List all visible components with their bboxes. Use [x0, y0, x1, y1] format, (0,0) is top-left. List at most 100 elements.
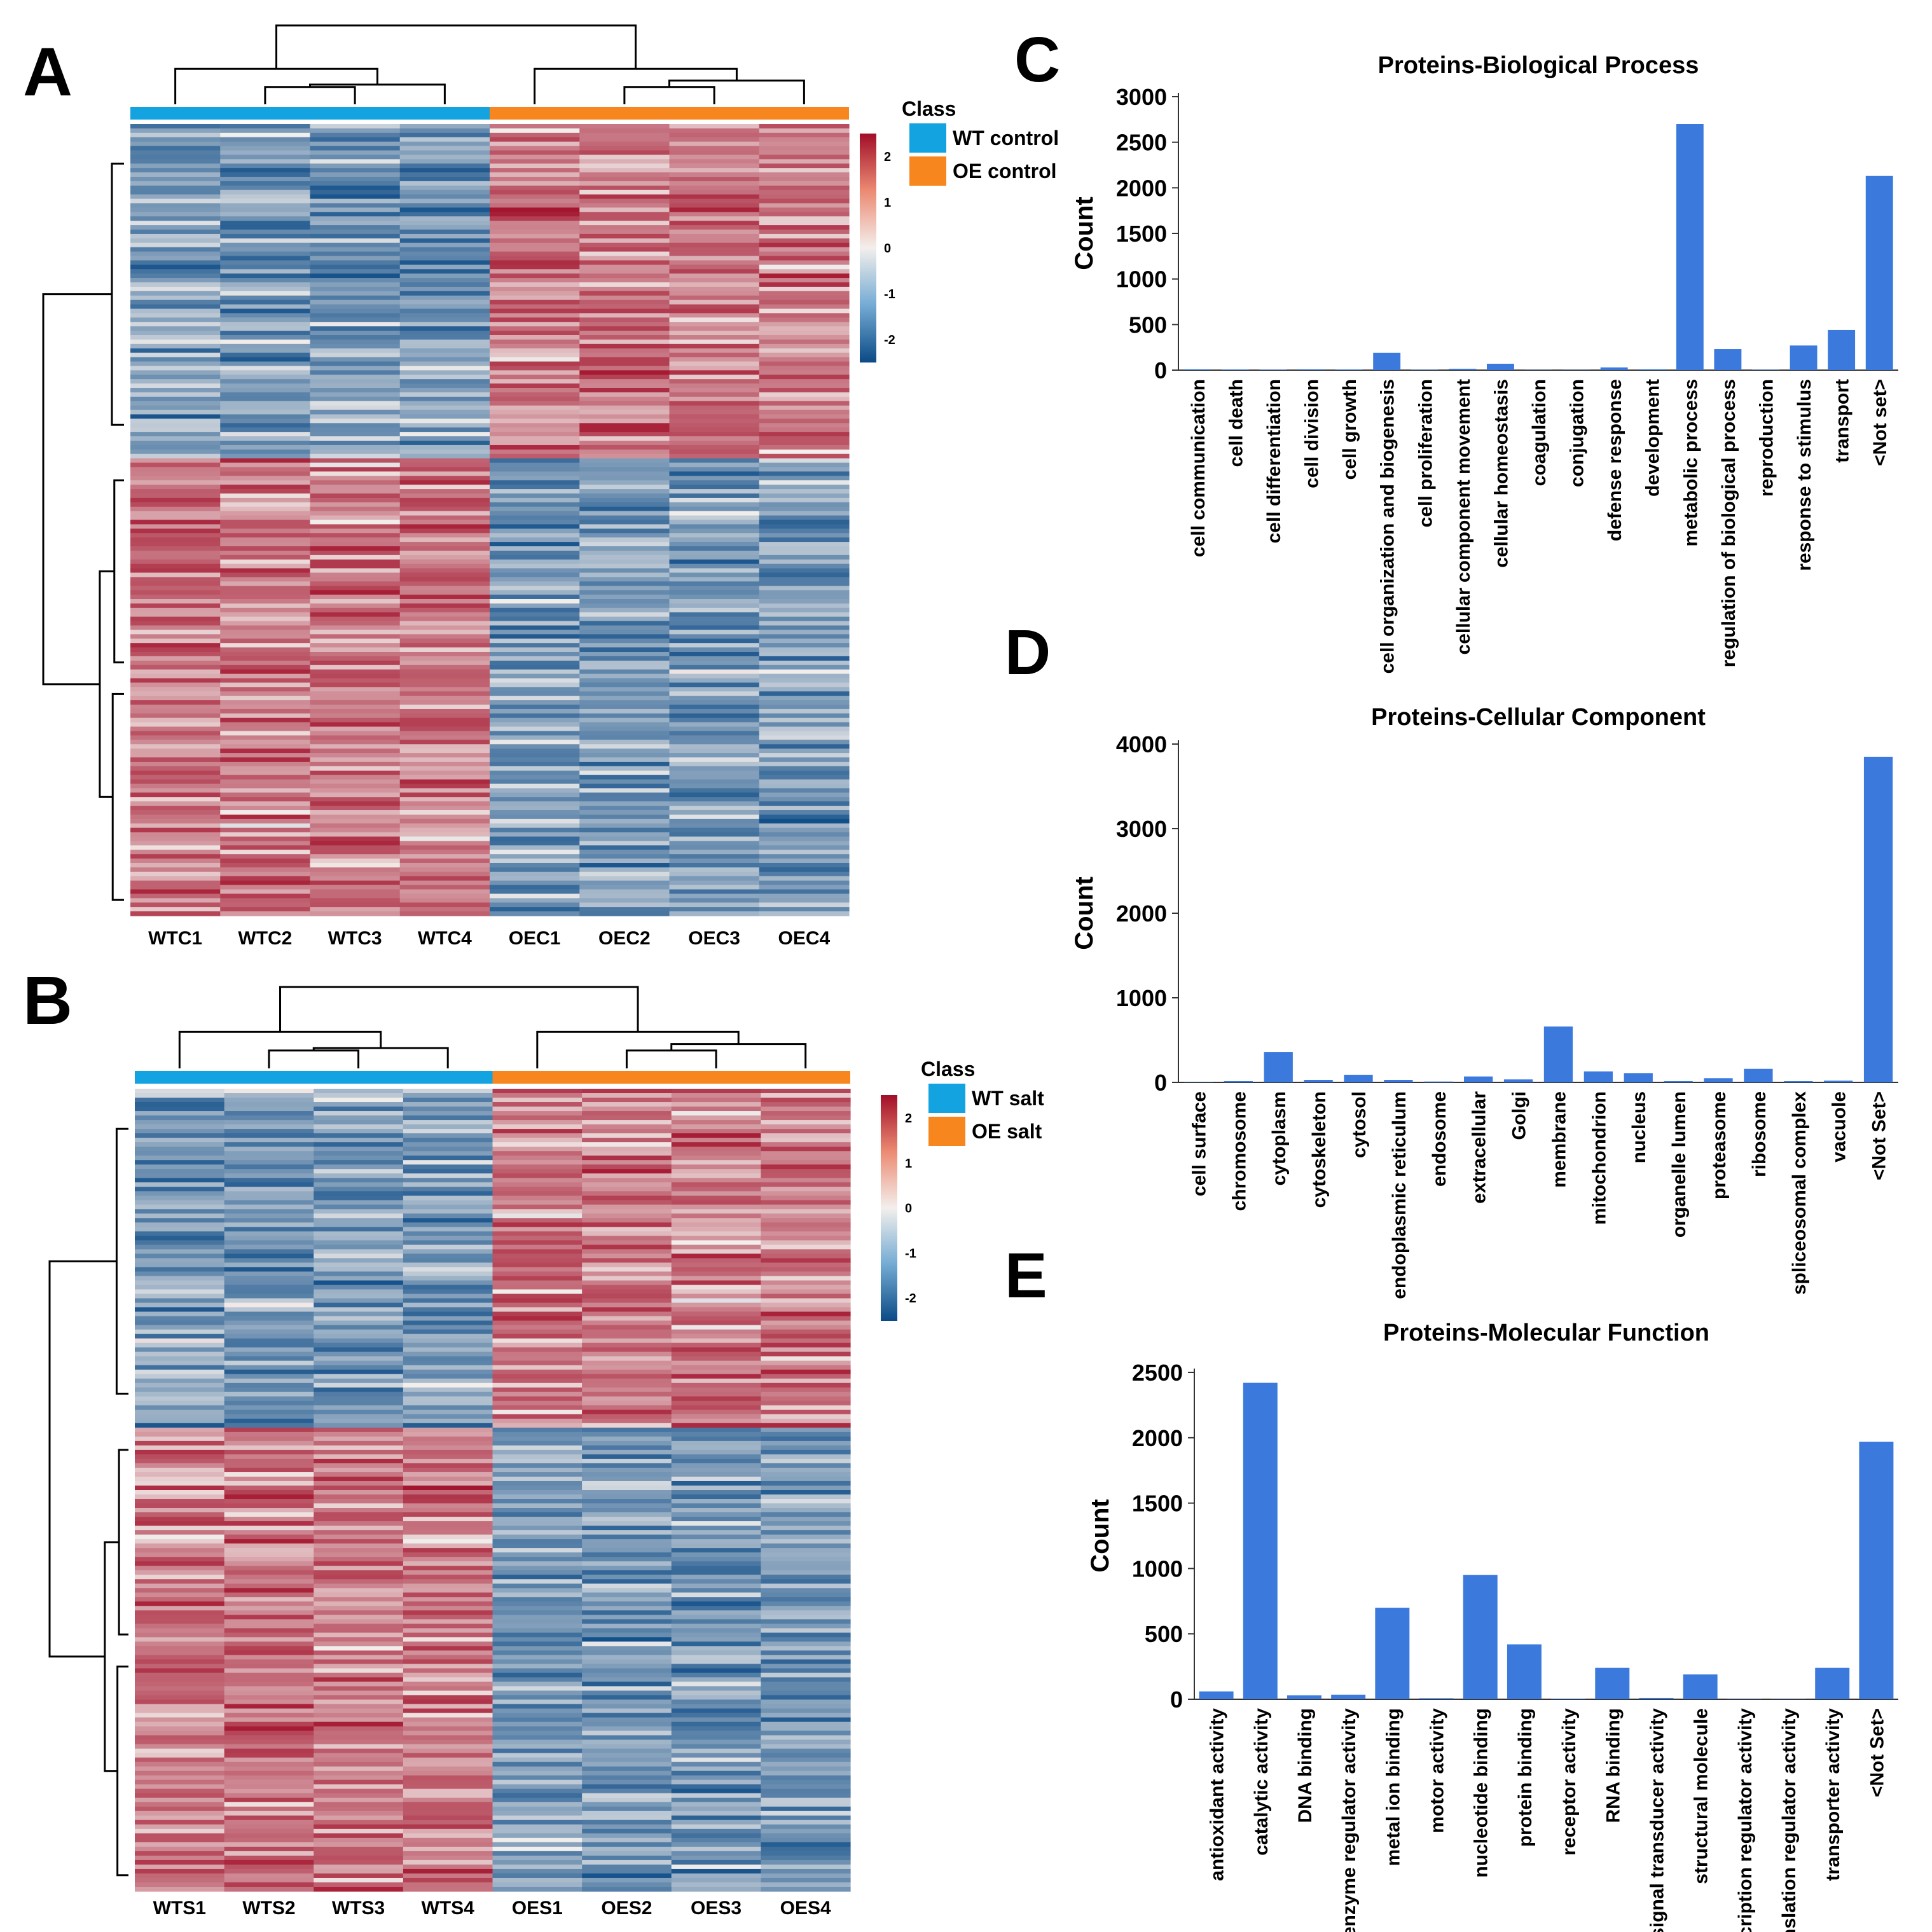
- heatmap-cell: [579, 581, 670, 586]
- heatmap-cell: [135, 1864, 225, 1870]
- heatmap-cell: [130, 207, 221, 212]
- heatmap-cell: [671, 1659, 761, 1665]
- heatmap-cell: [224, 1521, 314, 1526]
- heatmap-cell: [579, 304, 670, 310]
- heatmap-cell: [579, 467, 670, 473]
- heatmap-cell: [582, 1365, 672, 1370]
- heatmap-cell: [310, 449, 401, 455]
- heatmap-cell: [220, 339, 311, 345]
- heatmap-cell: [761, 1855, 851, 1861]
- heatmap-cell: [135, 1227, 225, 1232]
- heatmap-cell: [671, 1619, 761, 1624]
- heatmap-cell: [220, 590, 311, 595]
- heatmap-cell: [492, 1686, 583, 1692]
- heatmap-cell: [314, 1129, 404, 1134]
- colorscale-tick: -1: [905, 1246, 916, 1260]
- heatmap-cell: [492, 1722, 583, 1727]
- heatmap-cell: [130, 850, 221, 855]
- heatmap-cell: [759, 256, 850, 261]
- heatmap-cell: [490, 691, 580, 696]
- heatmap-cell: [759, 414, 850, 420]
- heatmap-cell: [671, 1294, 761, 1299]
- heatmap-cell: [403, 1129, 493, 1134]
- heatmap-cell: [579, 159, 670, 164]
- heatmap-cell: [310, 761, 401, 767]
- heatmap-cell: [310, 889, 401, 895]
- heatmap-cell: [314, 1298, 404, 1304]
- heatmap-cell: [403, 1120, 493, 1125]
- heatmap-cell: [403, 1677, 493, 1683]
- heatmap-cell: [669, 810, 760, 815]
- heatmap-cell: [403, 1601, 493, 1606]
- heatmap-cell: [220, 845, 311, 850]
- heatmap-cell: [671, 1775, 761, 1781]
- y-tick-label: 1500: [1116, 221, 1167, 247]
- heatmap-cell: [669, 867, 760, 873]
- heatmap-cell: [220, 550, 311, 556]
- heatmap-cell: [135, 1610, 225, 1615]
- heatmap-cell: [669, 247, 760, 252]
- heatmap-cell: [403, 1378, 493, 1384]
- heatmap-cell: [490, 550, 580, 556]
- heatmap-cell: [224, 1271, 314, 1277]
- heatmap-cell: [669, 150, 760, 156]
- heatmap-cell: [669, 638, 760, 644]
- heatmap-cell: [759, 291, 850, 296]
- category-label: endosome: [1429, 1091, 1450, 1187]
- heatmap-cell: [135, 1730, 225, 1736]
- heatmap-cell: [759, 599, 850, 604]
- heatmap-cell: [579, 260, 670, 265]
- heatmap-cell: [130, 445, 221, 450]
- heatmap-cell: [310, 357, 401, 362]
- heatmap-cell: [310, 317, 401, 322]
- heatmap-cell: [220, 722, 311, 728]
- heatmap-cell: [759, 493, 850, 499]
- colorscale-tick: 0: [884, 242, 891, 256]
- heatmap-cell: [579, 146, 670, 151]
- heatmap-cell: [761, 1557, 851, 1562]
- heatmap-cell: [582, 1512, 672, 1517]
- heatmap-cell: [582, 1169, 672, 1174]
- heatmap-cell: [671, 1695, 761, 1701]
- heatmap-cell: [399, 630, 490, 635]
- heatmap-cell: [224, 1842, 314, 1847]
- heatmap-cell: [403, 1815, 493, 1821]
- heatmap-cell: [135, 1147, 225, 1152]
- heatmap-cell: [403, 1187, 493, 1192]
- heatmap-cell: [310, 537, 401, 542]
- heatmap-cell: [490, 520, 580, 525]
- heatmap-cell: [399, 669, 490, 675]
- heatmap-cell: [310, 766, 401, 771]
- colorscale-tick: 1: [905, 1157, 912, 1171]
- heatmap-cell: [669, 146, 760, 151]
- heatmap-cell: [490, 511, 580, 516]
- heatmap-cell: [135, 1508, 225, 1513]
- heatmap-cell: [220, 559, 311, 565]
- heatmap-cell: [314, 1557, 404, 1562]
- heatmap-cell: [669, 405, 760, 411]
- heatmap-cell: [314, 1864, 404, 1870]
- heatmap-cell: [490, 467, 580, 473]
- heatmap-cell: [399, 673, 490, 679]
- heatmap-cell: [490, 308, 580, 314]
- heatmap-cell: [761, 1253, 851, 1259]
- heatmap-cell: [579, 889, 670, 895]
- heatmap-cell: [759, 647, 850, 652]
- heatmap-cell: [669, 203, 760, 209]
- heatmap-cell: [669, 322, 760, 327]
- heatmap-cell: [761, 1391, 851, 1397]
- heatmap-cell: [671, 1218, 761, 1223]
- heatmap-cell: [669, 625, 760, 631]
- heatmap-cell: [761, 1819, 851, 1825]
- heatmap-cell: [130, 163, 221, 169]
- heatmap-cell: [314, 1396, 404, 1402]
- heatmap-cell: [399, 533, 490, 538]
- heatmap-cell: [761, 1294, 851, 1299]
- heatmap-cell: [310, 233, 401, 239]
- heatmap-cell: [759, 696, 850, 701]
- heatmap-cell: [310, 137, 401, 142]
- heatmap-cell: [220, 511, 311, 516]
- heatmap-cell: [492, 1730, 583, 1736]
- heatmap-cell: [403, 1704, 493, 1709]
- heatmap-cell: [490, 265, 580, 270]
